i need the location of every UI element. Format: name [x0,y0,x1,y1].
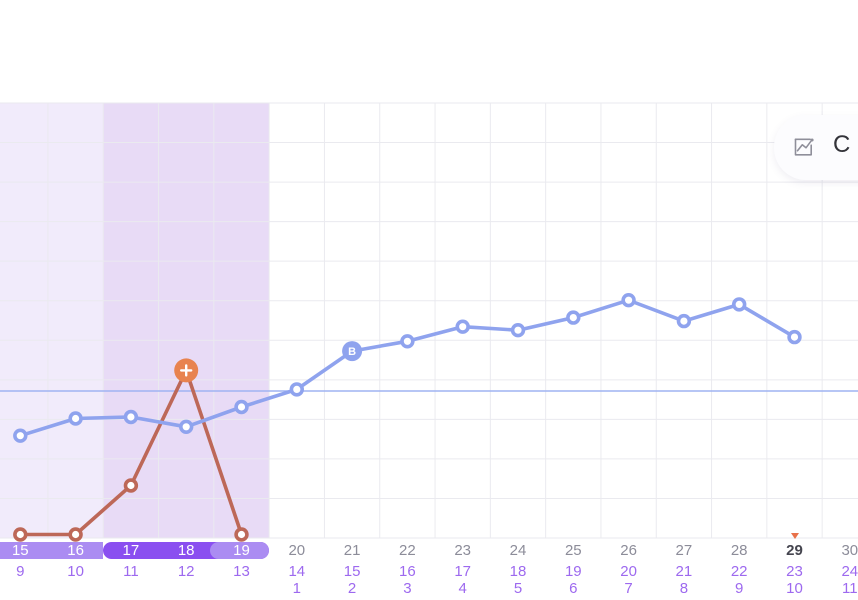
svg-text:B: B [348,346,356,358]
